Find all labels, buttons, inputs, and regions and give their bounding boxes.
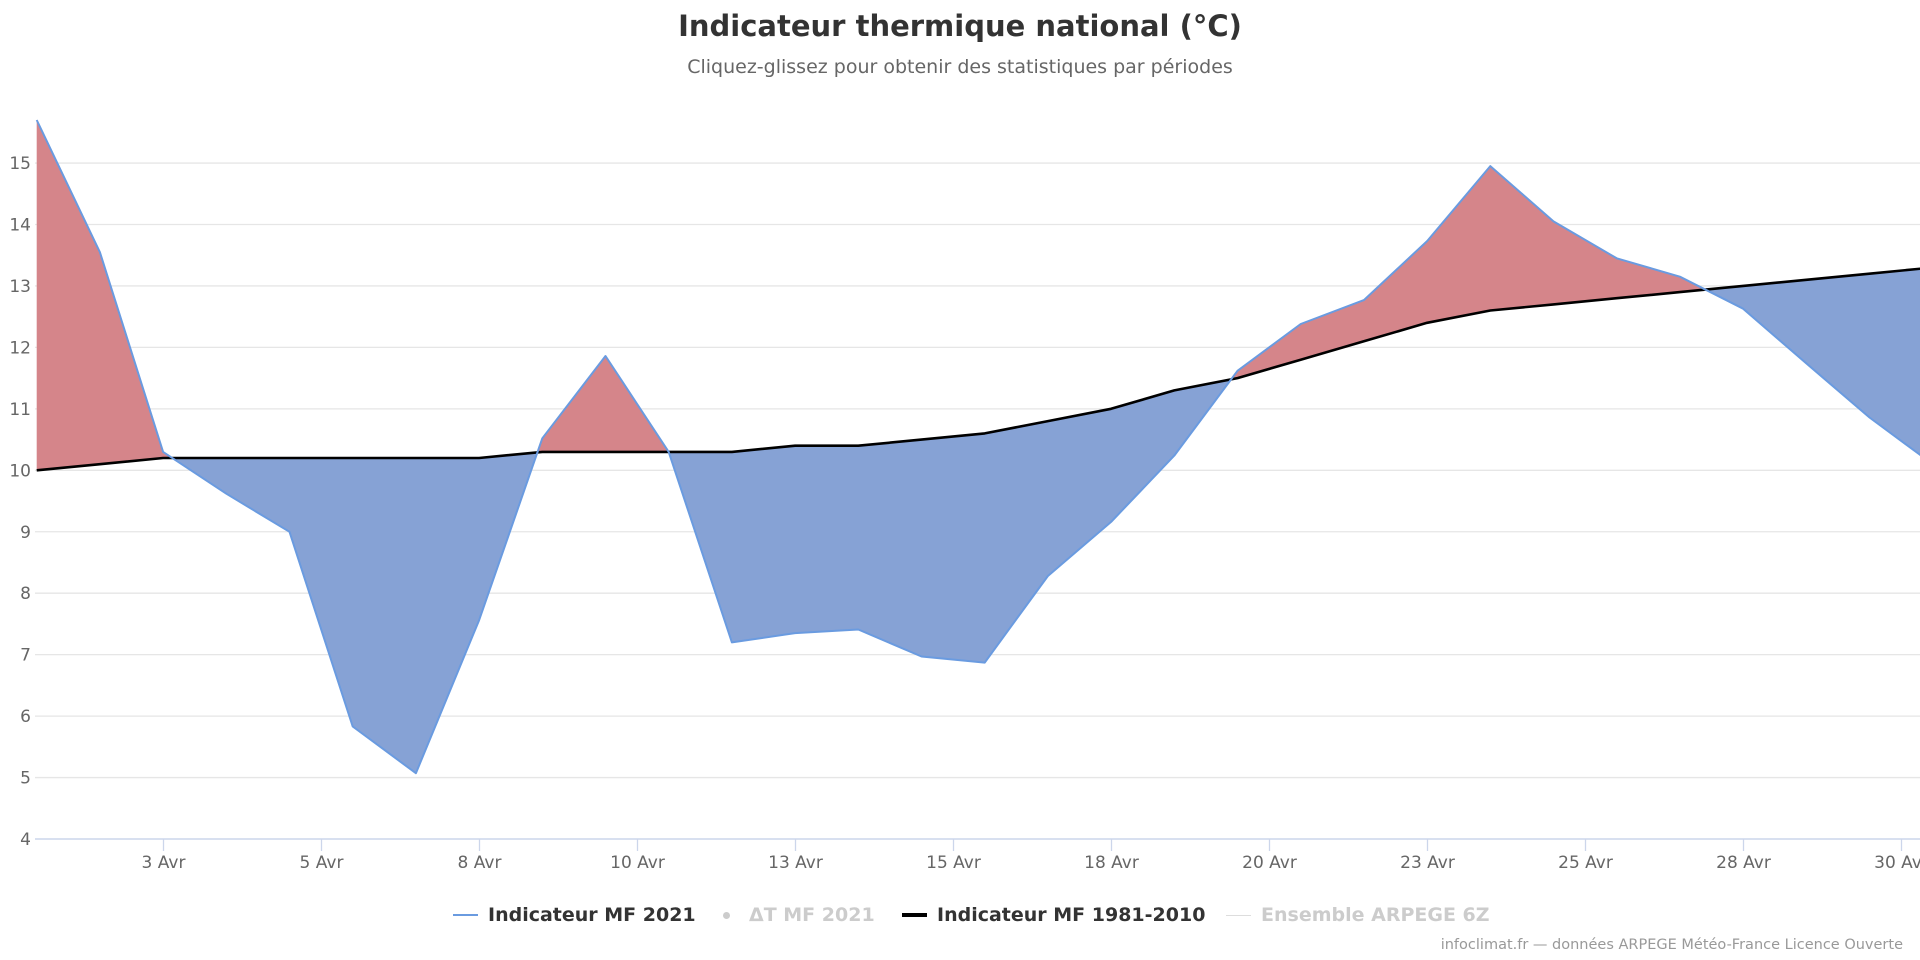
legend-item-delta-t[interactable]: ΔT MF 2021 xyxy=(714,902,875,928)
legend-label: ΔT MF 2021 xyxy=(749,904,875,926)
y-tick-label: 15 xyxy=(9,154,31,174)
y-tick-label: 9 xyxy=(20,523,31,543)
legend: Indicateur MF 2021 ΔT MF 2021 Indicateur… xyxy=(0,902,1920,928)
legend-item-mf-2021[interactable]: Indicateur MF 2021 xyxy=(453,902,696,928)
y-tick-label: 4 xyxy=(20,830,31,850)
legend-label: Indicateur MF 1981-2010 xyxy=(937,904,1206,926)
y-tick-label: 5 xyxy=(20,769,31,789)
x-tick-label: 20 Avr xyxy=(1242,853,1297,873)
y-tick-label: 14 xyxy=(9,216,31,236)
y-tick-label: 13 xyxy=(9,277,31,297)
above-normal-area xyxy=(537,356,669,453)
y-tick-label: 8 xyxy=(20,584,31,604)
x-axis: 3 Avr 5 Avr 8 Avr 10 Avr 13 Avr 15 Avr 18 Avr 2… xyxy=(35,838,1920,873)
x-tick-label: 13 Avr xyxy=(768,853,823,873)
line-symbol-icon xyxy=(1226,914,1251,916)
y-tick-label: 10 xyxy=(9,461,31,481)
y-tick-label: 11 xyxy=(9,400,31,420)
legend-item-mf-normal[interactable]: Indicateur MF 1981-2010 xyxy=(902,902,1205,928)
x-tick-label: 18 Avr xyxy=(1084,853,1139,873)
legend-label: Ensemble ARPEGE 6Z xyxy=(1261,904,1490,926)
chart-title: Indicateur thermique national (°C) xyxy=(678,9,1242,43)
series-lines xyxy=(35,119,1920,775)
x-tick-label: 10 Avr xyxy=(610,853,665,873)
legend-label: Indicateur MF 2021 xyxy=(488,904,696,926)
y-tick-label: 6 xyxy=(20,707,31,727)
credits-link[interactable]: infoclimat.fr — données ARPEGE Météo-Fra… xyxy=(1440,937,1903,953)
x-tick-label: 25 Avr xyxy=(1558,853,1613,873)
x-tick-label: 30 Avr xyxy=(1874,853,1920,873)
chart-subtitle: Cliquez-glissez pour obtenir des statist… xyxy=(687,56,1233,78)
below-normal-area xyxy=(1705,268,1920,455)
x-tick-label: 8 Avr xyxy=(458,853,502,873)
legend-item-ensemble[interactable]: Ensemble ARPEGE 6Z xyxy=(1226,902,1490,928)
line-symbol-icon xyxy=(902,913,927,917)
above-normal-area xyxy=(36,120,173,471)
x-tick-label: 5 Avr xyxy=(300,853,344,873)
y-axis: 4 5 6 7 8 9 10 11 12 13 14 15 xyxy=(9,154,31,850)
series-line-mf-1981-2010 xyxy=(36,267,1920,472)
y-tick-label: 12 xyxy=(9,338,31,358)
below-normal-area xyxy=(172,452,538,774)
deviation-fills xyxy=(36,120,1920,774)
y-tick-label: 7 xyxy=(20,646,31,666)
x-tick-label: 15 Avr xyxy=(926,853,981,873)
below-normal-area xyxy=(668,379,1232,663)
series-line-mf-2021 xyxy=(35,119,1920,775)
x-tick-label: 28 Avr xyxy=(1716,853,1771,873)
dot-symbol-icon xyxy=(723,911,730,919)
line-symbol-icon xyxy=(453,914,478,916)
x-tick-label: 3 Avr xyxy=(142,853,186,873)
above-normal-area xyxy=(1231,166,1706,380)
x-tick-label: 23 Avr xyxy=(1400,853,1455,873)
